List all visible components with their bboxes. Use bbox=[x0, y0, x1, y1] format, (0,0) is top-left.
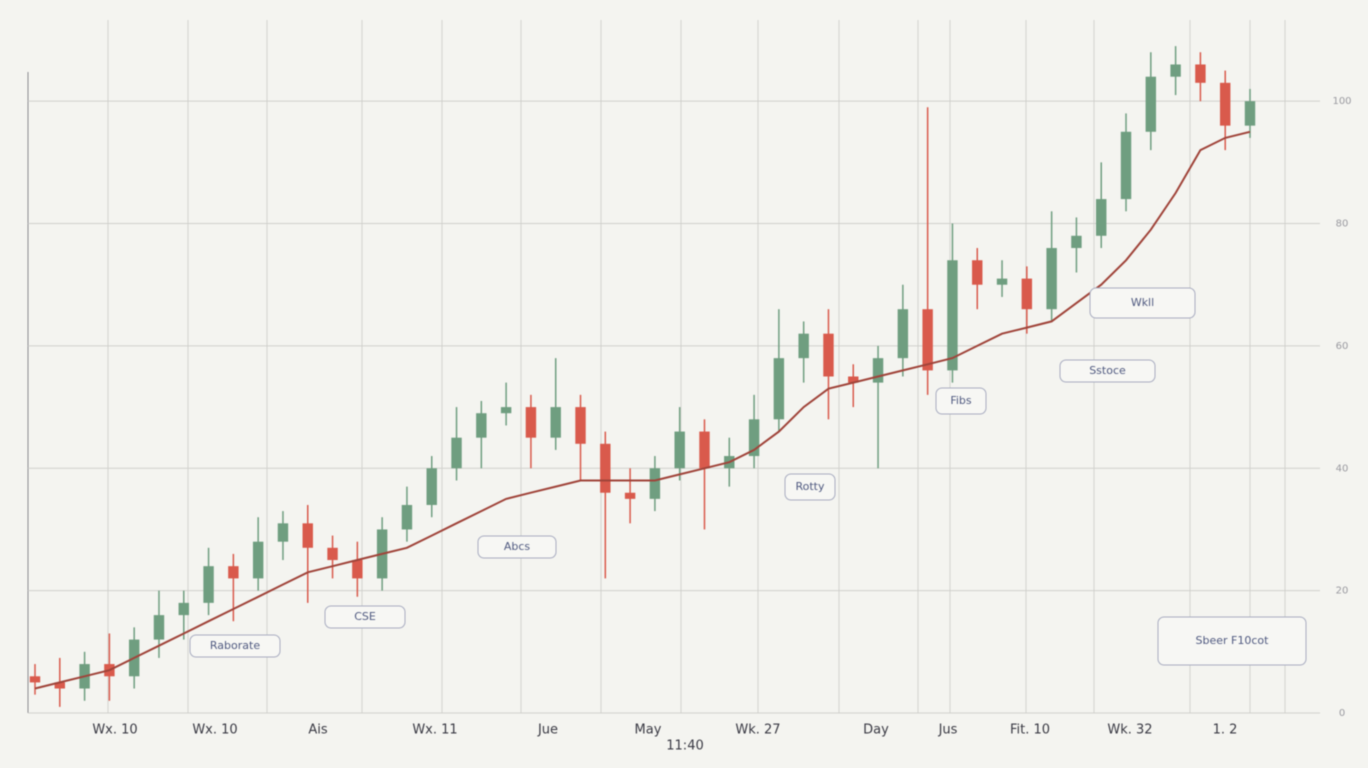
candle-body bbox=[674, 431, 685, 469]
candle-body bbox=[451, 437, 462, 469]
candle-body bbox=[624, 492, 636, 499]
candle-body bbox=[972, 260, 983, 285]
x-tick-label: Jue bbox=[537, 723, 558, 738]
candle-body bbox=[426, 468, 437, 505]
x-tick-label: Day bbox=[863, 723, 889, 738]
y-tick-label: 20 bbox=[1336, 586, 1349, 597]
annotation-box bbox=[1059, 359, 1156, 383]
candle-body bbox=[773, 358, 785, 420]
candle-body bbox=[401, 504, 413, 530]
x-tick-label: Wk. 27 bbox=[735, 723, 780, 738]
candle-body bbox=[649, 468, 661, 499]
candle-body bbox=[277, 523, 289, 542]
annotation: Rotty bbox=[795, 480, 825, 493]
candle-body bbox=[947, 260, 958, 371]
candle-body bbox=[1046, 248, 1057, 310]
candle-body bbox=[922, 309, 933, 371]
candle-body bbox=[153, 615, 165, 640]
candle-body bbox=[823, 333, 834, 377]
candle-body bbox=[1096, 199, 1107, 236]
candle-body bbox=[1219, 82, 1231, 126]
annotation: Raborate bbox=[210, 639, 260, 652]
candle-body bbox=[228, 566, 239, 579]
x-tick-label: Wk. 32 bbox=[1107, 723, 1152, 738]
x-tick-label: May bbox=[635, 723, 662, 738]
candle-body bbox=[748, 419, 760, 457]
candle-body bbox=[699, 431, 710, 469]
annotation-box bbox=[324, 605, 406, 629]
candle-body bbox=[525, 407, 537, 438]
annotation: CSE bbox=[354, 610, 376, 623]
candle-body bbox=[848, 376, 859, 383]
candle-body bbox=[1071, 235, 1082, 249]
annotation-box bbox=[1089, 287, 1196, 319]
y-tick-label: 60 bbox=[1336, 341, 1349, 352]
candle-body bbox=[1120, 131, 1132, 200]
annotation: Sstoce bbox=[1089, 364, 1126, 377]
candle-body bbox=[178, 602, 189, 616]
candle-body bbox=[550, 407, 561, 438]
candle-body bbox=[996, 278, 1008, 285]
candle-body bbox=[1195, 64, 1206, 83]
candle-body bbox=[575, 407, 586, 444]
annotation-box bbox=[477, 535, 557, 559]
x-tick-label: Wx. 10 bbox=[92, 723, 137, 738]
x-tick-label: Fit. 10 bbox=[1010, 723, 1050, 738]
candle-body bbox=[476, 413, 487, 438]
annotation-box bbox=[1157, 616, 1307, 666]
candle-body bbox=[203, 566, 214, 603]
candle-body bbox=[1244, 101, 1256, 126]
x-sublabel: 11:40 bbox=[666, 739, 703, 754]
annotation-box bbox=[935, 387, 987, 415]
candle-body bbox=[302, 523, 313, 548]
annotation: Fibs bbox=[950, 394, 972, 407]
candle-body bbox=[252, 541, 264, 579]
candle-body bbox=[872, 358, 884, 383]
x-tick-label: Wx. 11 bbox=[412, 723, 457, 738]
candle-body bbox=[54, 682, 66, 689]
x-tick-label: Jus bbox=[938, 723, 958, 738]
candle-body bbox=[897, 309, 909, 359]
candle-body bbox=[600, 443, 611, 493]
annotation-box bbox=[189, 634, 281, 658]
y-tick-label: 40 bbox=[1336, 463, 1349, 474]
candle-body bbox=[352, 560, 363, 579]
moving-average bbox=[34, 130, 1251, 690]
candle-body bbox=[500, 407, 512, 414]
candle-body bbox=[1170, 64, 1181, 77]
x-tick-label: Wx. 10 bbox=[192, 723, 237, 738]
candle-body bbox=[1145, 76, 1157, 132]
y-tick-label: 80 bbox=[1336, 219, 1349, 230]
y-tick-label: 100 bbox=[1332, 96, 1351, 107]
annotation: Wkll bbox=[1131, 296, 1154, 309]
candle-body bbox=[327, 547, 338, 561]
annotation-box bbox=[784, 473, 836, 501]
annotation: Sbeer F10cot bbox=[1196, 634, 1270, 647]
x-tick-label: Ais bbox=[308, 723, 328, 738]
candle-body bbox=[1021, 278, 1033, 310]
annotation: Abcs bbox=[504, 540, 531, 553]
candle-body bbox=[29, 676, 41, 683]
y-tick-label: 0 bbox=[1339, 708, 1345, 719]
x-tick-label: 1. 2 bbox=[1213, 723, 1238, 738]
candle-body bbox=[798, 333, 809, 359]
